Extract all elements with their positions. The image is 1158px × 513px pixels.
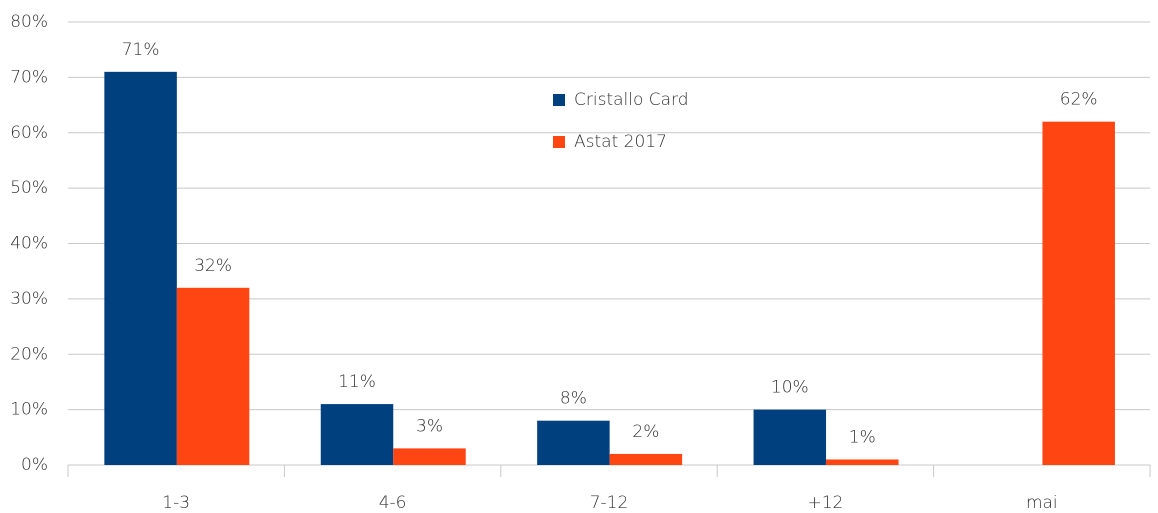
y-tick-label: 70% [10,67,48,87]
legend-label: Astat 2017 [574,132,667,152]
legend-swatch [553,94,565,106]
bar [609,453,683,465]
legend-swatch [553,136,565,148]
bar [753,409,827,465]
value-label: 32% [194,256,232,276]
value-label: 2% [632,422,659,442]
x-tick-label: mai [1026,493,1058,513]
value-label: 62% [1060,90,1098,110]
value-label: 71% [122,40,160,60]
y-tick-label: 50% [10,178,48,198]
y-tick-label: 80% [10,12,48,32]
x-tick-label: +12 [807,493,843,513]
value-label: 1% [849,427,876,447]
x-tick-label: 1-3 [162,493,190,513]
y-tick-label: 0% [21,455,48,475]
bar [176,287,250,465]
y-tick-label: 10% [10,400,48,420]
bar [104,71,177,466]
y-tick-label: 30% [10,289,48,309]
y-tick-label: 20% [10,344,48,364]
bar [1042,121,1115,466]
value-label: 3% [416,416,443,436]
y-tick-label: 40% [10,234,48,254]
value-label: 11% [338,372,376,392]
bar [320,404,394,465]
bar [393,448,466,465]
bar [826,459,899,465]
legend-label: Cristallo Card [574,90,689,110]
bar [537,420,610,465]
value-label: 10% [771,378,809,398]
x-tick-label: 7-12 [590,493,629,513]
y-tick-label: 60% [10,123,48,143]
x-tick-label: 4-6 [379,493,407,513]
value-label: 8% [560,389,587,409]
